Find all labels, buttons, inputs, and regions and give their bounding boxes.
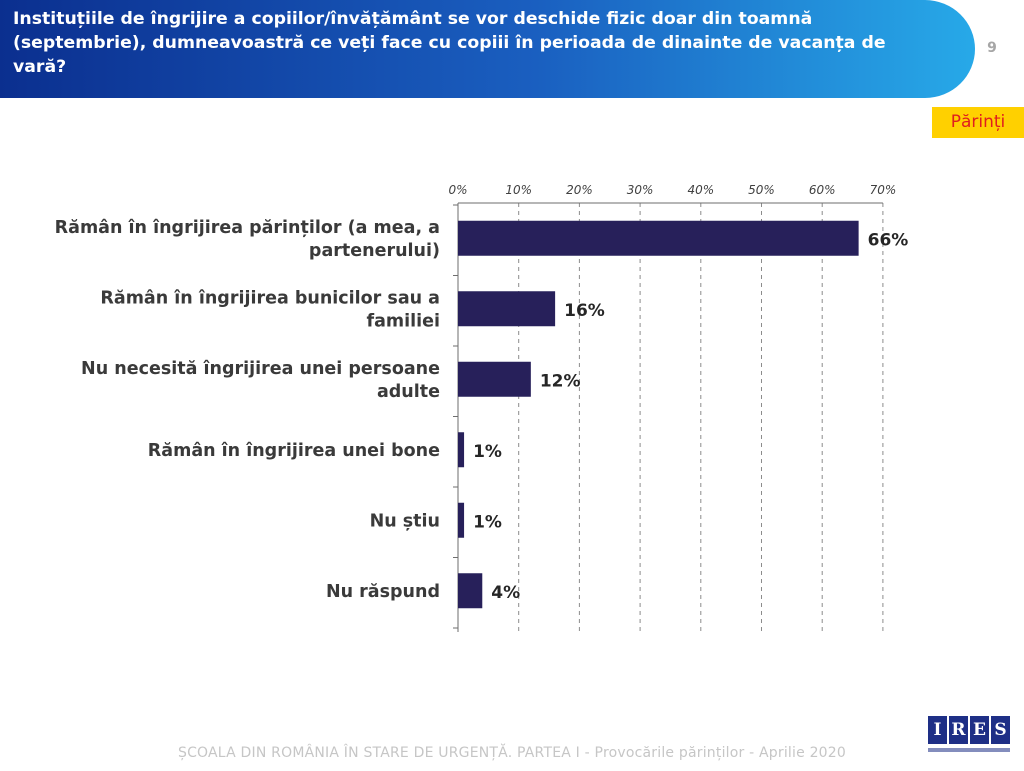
category-label-line: Rămân în îngrijirea unei bone xyxy=(148,441,440,461)
bar xyxy=(458,291,556,327)
bar xyxy=(458,220,859,256)
category-label: Rămân în îngrijirea unei bone xyxy=(148,441,440,461)
bar-value-label: 1% xyxy=(473,512,502,532)
category-label: Nu răspund xyxy=(326,582,440,602)
x-tick-label: 70% xyxy=(870,183,897,197)
x-tick-label: 20% xyxy=(566,183,593,197)
category-label-line: familiei xyxy=(366,311,440,331)
x-tick-label: 30% xyxy=(627,183,654,197)
category-label-line: adulte xyxy=(377,382,440,402)
bar-value-label: 66% xyxy=(868,230,909,250)
category-label-line: partenerului) xyxy=(309,241,440,261)
bar-value-label: 16% xyxy=(564,301,605,321)
category-label-line: Nu necesită îngrijirea unei persoane xyxy=(81,359,440,379)
category-label-line: Nu știu xyxy=(370,511,440,531)
bar-value-label: 1% xyxy=(473,442,502,462)
x-tick-label: 10% xyxy=(505,183,532,197)
logo-tagline-bar xyxy=(928,748,1010,752)
footer-text: ȘCOALA DIN ROMÂNIA ÎN STARE DE URGENȚĂ. … xyxy=(177,745,846,761)
logo-letter: I xyxy=(928,716,947,744)
title-banner: Instituțiile de îngrijire a copiilor/înv… xyxy=(0,0,975,98)
bar xyxy=(458,573,483,609)
segment-badge: Părinți xyxy=(932,107,1024,138)
category-label: Rămân în îngrijirea bunicilor sau a famil… xyxy=(100,288,440,331)
bar xyxy=(458,502,465,538)
question-title: Instituțiile de îngrijire a copiilor/înv… xyxy=(13,9,886,77)
x-tick-label: 50% xyxy=(748,183,775,197)
page-number: 9 xyxy=(987,40,997,56)
category-label-line: Nu răspund xyxy=(326,582,440,602)
logo-letter: E xyxy=(970,716,989,744)
bar-value-label: 4% xyxy=(491,583,520,603)
category-label: Rămân în îngrijirea părinților (a mea, a… xyxy=(55,218,440,261)
category-label: Nu necesită îngrijirea unei persoane adul… xyxy=(81,359,440,402)
x-tick-label: 60% xyxy=(809,183,836,197)
x-tick-label: 40% xyxy=(687,183,714,197)
category-label-line: Rămân în îngrijirea părinților (a mea, a xyxy=(55,218,440,238)
x-tick-label: 0% xyxy=(448,183,467,197)
category-label-line: Rămân în îngrijirea bunicilor sau a xyxy=(100,288,440,308)
bar-value-label: 12% xyxy=(540,371,581,391)
logo-letter: R xyxy=(949,716,968,744)
bar xyxy=(458,432,465,468)
ires-logo: I R E S xyxy=(928,716,1010,754)
bar xyxy=(458,361,531,397)
category-label: Nu știu xyxy=(370,511,440,531)
logo-letter: S xyxy=(991,716,1010,744)
